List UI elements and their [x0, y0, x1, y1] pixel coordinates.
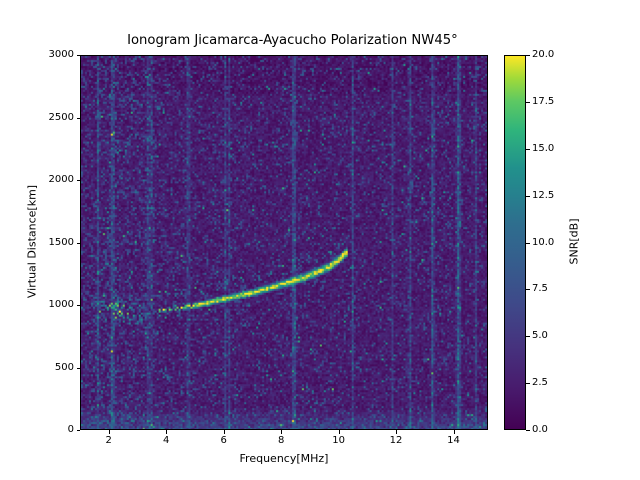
colorbar-tick-mark [526, 289, 530, 290]
y-tick-mark [76, 368, 80, 369]
colorbar-tick-mark [526, 383, 530, 384]
y-tick-label: 3000 [48, 49, 74, 60]
x-tick-mark [396, 430, 397, 434]
y-axis-label: Virtual Distance[km] [25, 184, 39, 299]
x-tick-label: 14 [447, 435, 460, 446]
colorbar-tick-label: 12.5 [532, 189, 555, 201]
x-tick-label: 6 [220, 435, 227, 446]
colorbar-tick-label: 0.0 [532, 424, 548, 435]
colorbar-tick-label: 20.0 [532, 49, 555, 60]
colorbar-tick-mark [526, 149, 530, 150]
y-tick-label: 2000 [48, 174, 74, 185]
colorbar-tick-mark [526, 55, 530, 56]
colorbar-label: SNR[dB] [567, 218, 581, 265]
y-tick-label: 0 [67, 424, 74, 435]
colorbar-tick-label: 17.5 [532, 95, 555, 107]
y-tick-mark [76, 180, 80, 181]
y-tick-mark [76, 55, 80, 56]
colorbar-tick-label: 10.0 [532, 236, 555, 248]
x-tick-label: 4 [163, 435, 170, 446]
y-tick-label: 500 [54, 361, 74, 373]
plot-area [80, 55, 488, 430]
colorbar-tick-label: 15.0 [532, 142, 555, 154]
title-line-1: Ionogram Jicamarca-Ayacucho Polarization… [127, 33, 458, 48]
colorbar [504, 55, 526, 430]
colorbar-tick-mark [526, 196, 530, 197]
y-tick-mark [76, 243, 80, 244]
y-tick-label: 1500 [48, 236, 74, 248]
x-tick-mark [339, 430, 340, 434]
x-tick-mark [109, 430, 110, 434]
x-tick-label: 2 [105, 435, 112, 446]
x-tick-mark [281, 430, 282, 434]
colorbar-tick-label: 2.5 [532, 377, 548, 389]
x-tick-mark [224, 430, 225, 434]
y-tick-label: 2500 [48, 111, 74, 123]
colorbar-tick-label: 5.0 [532, 330, 548, 342]
x-axis-label: Frequency[MHz] [239, 452, 329, 465]
y-tick-mark [76, 305, 80, 306]
figure-title: Ionogram Jicamarca-Ayacucho Polarization… [0, 17, 568, 113]
ionogram-heatmap [81, 56, 487, 429]
y-tick-mark [76, 118, 80, 119]
colorbar-tick-mark [526, 102, 530, 103]
colorbar-tick-label: 7.5 [532, 283, 548, 295]
colorbar-tick-mark [526, 430, 530, 431]
colorbar-tick-mark [526, 243, 530, 244]
y-tick-mark [76, 430, 80, 431]
x-tick-mark [454, 430, 455, 434]
colorbar-tick-mark [526, 336, 530, 337]
x-tick-label: 10 [332, 435, 345, 446]
y-tick-label: 1000 [48, 299, 74, 310]
x-tick-label: 8 [277, 435, 285, 446]
x-tick-label: 12 [389, 435, 403, 446]
x-tick-mark [166, 430, 167, 434]
